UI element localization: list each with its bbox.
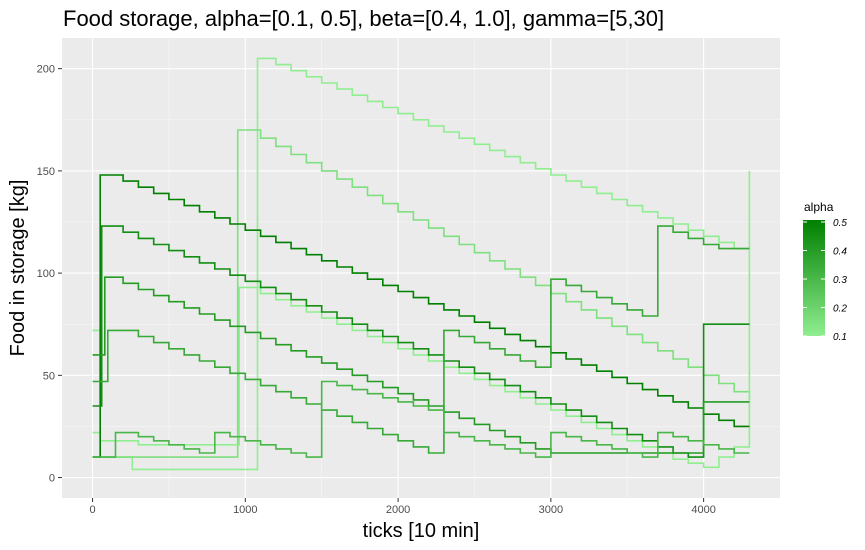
- legend-label: 0.2: [833, 304, 847, 315]
- legend-title: alpha: [804, 200, 834, 214]
- series-line-1: [92, 57, 750, 471]
- y-tick-label: 100: [37, 268, 55, 280]
- plot-panel: [62, 38, 780, 498]
- x-axis-title: ticks [10 min]: [363, 520, 480, 542]
- legend-label: 0.5: [833, 218, 847, 229]
- chart-title: Food storage, alpha=[0.1, 0.5], beta=[0.…: [63, 6, 664, 31]
- x-tick-label: 3000: [539, 504, 563, 516]
- x-tick-label: 0: [89, 504, 95, 516]
- series-layer: [92, 57, 751, 471]
- series-line-4: [92, 174, 750, 458]
- x-tick-label: 1000: [233, 504, 257, 516]
- y-axis-title: Food in storage [kg]: [7, 180, 29, 357]
- y-axis: 0 50 100 150 200: [37, 64, 62, 485]
- y-tick-label: 150: [37, 166, 55, 178]
- series-line-7: [92, 225, 750, 454]
- legend-label: 0.4: [833, 247, 847, 258]
- legend-label: 0.3: [833, 275, 847, 286]
- series-line-8: [92, 380, 750, 458]
- y-tick-label: 200: [37, 64, 55, 76]
- legend: alpha 0.5 0.4 0.3 0.2 0.1: [803, 200, 847, 343]
- x-axis: 0 1000 2000 3000 4000: [89, 498, 716, 516]
- y-tick-label: 50: [43, 370, 55, 382]
- legend-colorbar: [803, 220, 825, 336]
- legend-labels: 0.5 0.4 0.3 0.2 0.1: [803, 218, 847, 343]
- series-line-5: [92, 225, 750, 458]
- series-line-6: [92, 276, 750, 454]
- series-line-2: [92, 129, 751, 458]
- y-tick-label: 0: [49, 473, 55, 485]
- x-tick-label: 4000: [691, 504, 715, 516]
- legend-label: 0.1: [833, 332, 847, 343]
- x-tick-label: 2000: [386, 504, 410, 516]
